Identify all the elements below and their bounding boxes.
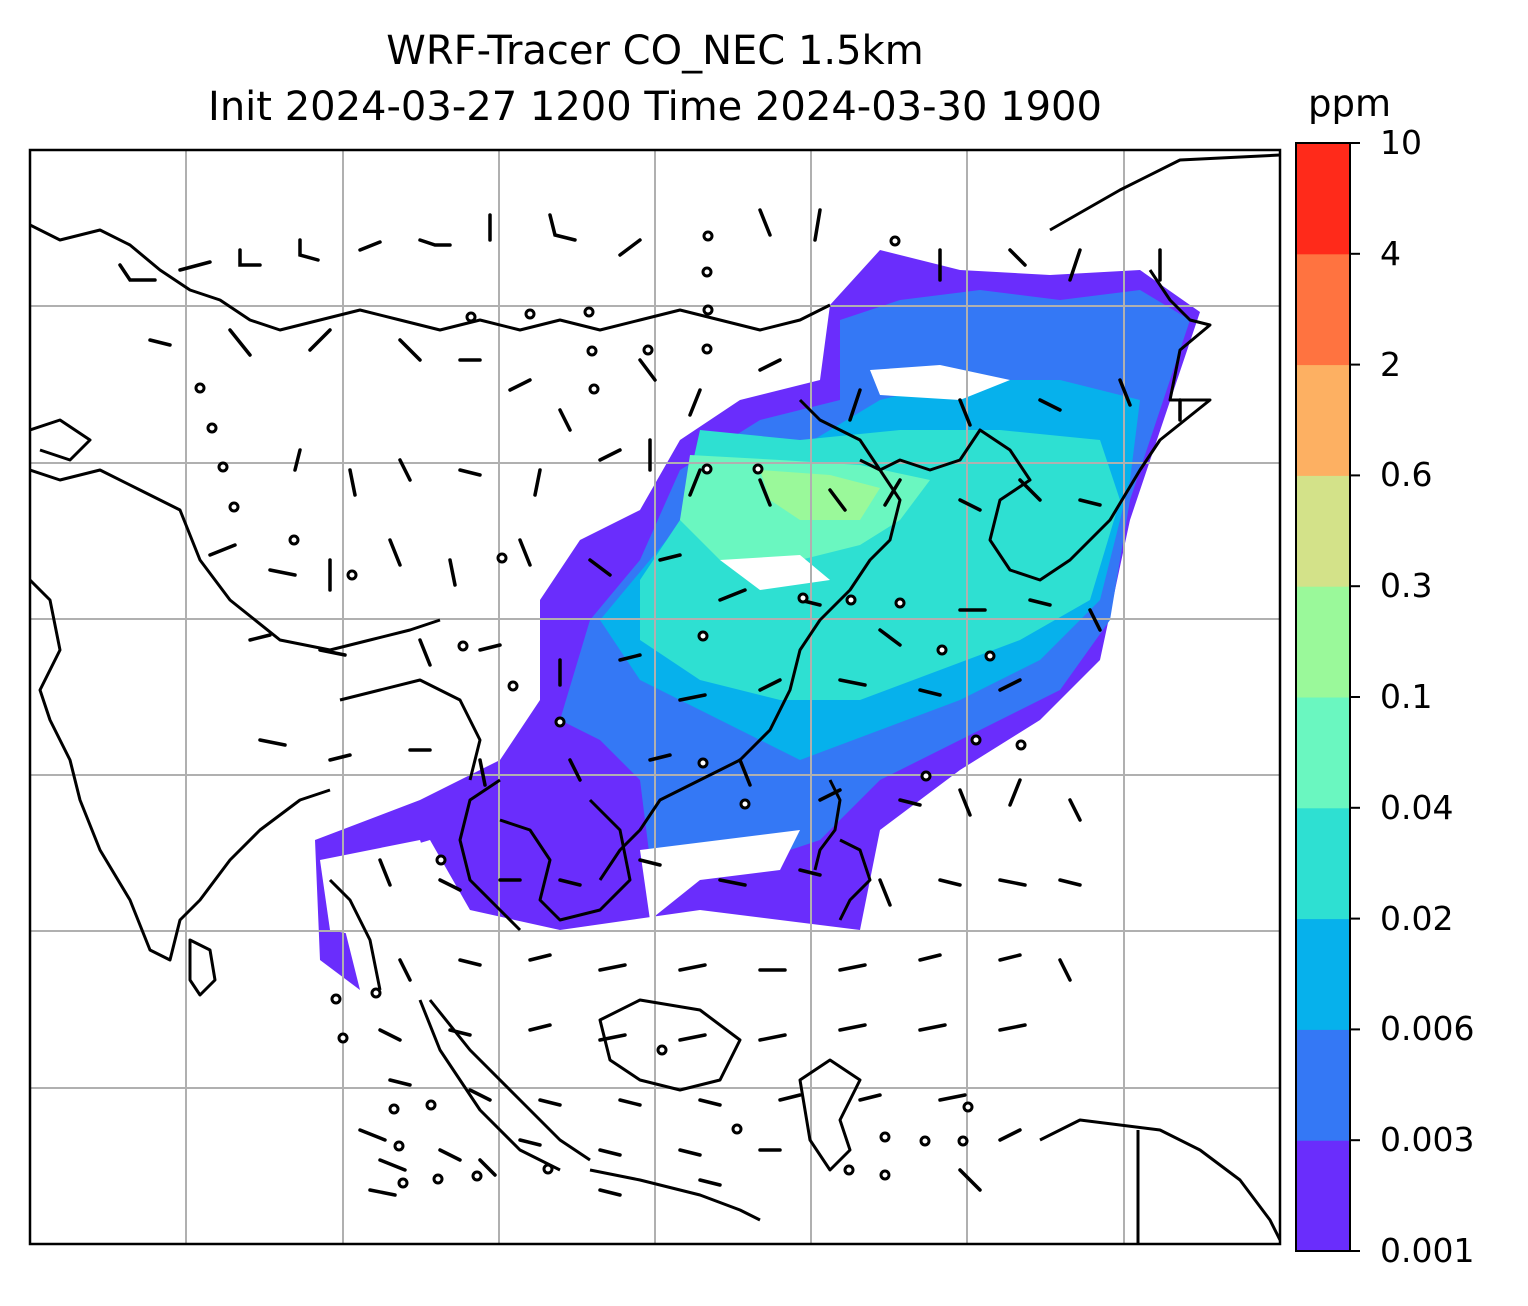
colorbar-tick-label: 10 xyxy=(1380,123,1422,162)
map-title-line1: WRF-Tracer CO_NEC 1.5km xyxy=(386,28,924,74)
coastlines xyxy=(30,153,1280,1244)
colorbar-segment xyxy=(1296,1140,1350,1252)
colorbar-tick-label: 4 xyxy=(1380,233,1401,273)
gridlines xyxy=(30,150,1280,1244)
colorbar-segment xyxy=(1296,475,1350,587)
colorbar-segment xyxy=(1296,697,1350,809)
colorbar xyxy=(1295,142,1360,1252)
wind-barbs xyxy=(118,208,1182,1197)
colorbar-tick-label: 0.006 xyxy=(1380,1009,1475,1049)
colorbar-tick-label: 0.04 xyxy=(1380,787,1454,827)
colorbar-tick-label: 0.1 xyxy=(1380,677,1433,716)
colorbar-segment xyxy=(1296,918,1350,1030)
colorbar-segment xyxy=(1296,253,1350,366)
colorbar-tick-label: 0.02 xyxy=(1380,898,1454,938)
colorbar-segment xyxy=(1296,364,1350,476)
colorbar-segment xyxy=(1296,586,1350,698)
colorbar-unit-label: ppm xyxy=(1308,82,1392,125)
calm-circles xyxy=(194,230,1027,1189)
colorbar-segment xyxy=(1296,807,1350,920)
colorbar-segment xyxy=(1296,143,1350,255)
plume-band-0.1 xyxy=(760,470,880,520)
colorbar-tick-label: 0.001 xyxy=(1380,1231,1475,1270)
colorbar-tick-label: 0.003 xyxy=(1380,1120,1475,1160)
colorbar-tick-label: 0.6 xyxy=(1380,455,1433,495)
colorbar-tick-label: 2 xyxy=(1380,344,1401,384)
colorbar-tick-label: 0.3 xyxy=(1380,566,1433,606)
map-frame xyxy=(28,148,1282,1246)
map-title-line2: Init 2024-03-27 1200 Time 2024-03-30 190… xyxy=(208,84,1102,130)
colorbar-segment xyxy=(1296,1029,1350,1141)
